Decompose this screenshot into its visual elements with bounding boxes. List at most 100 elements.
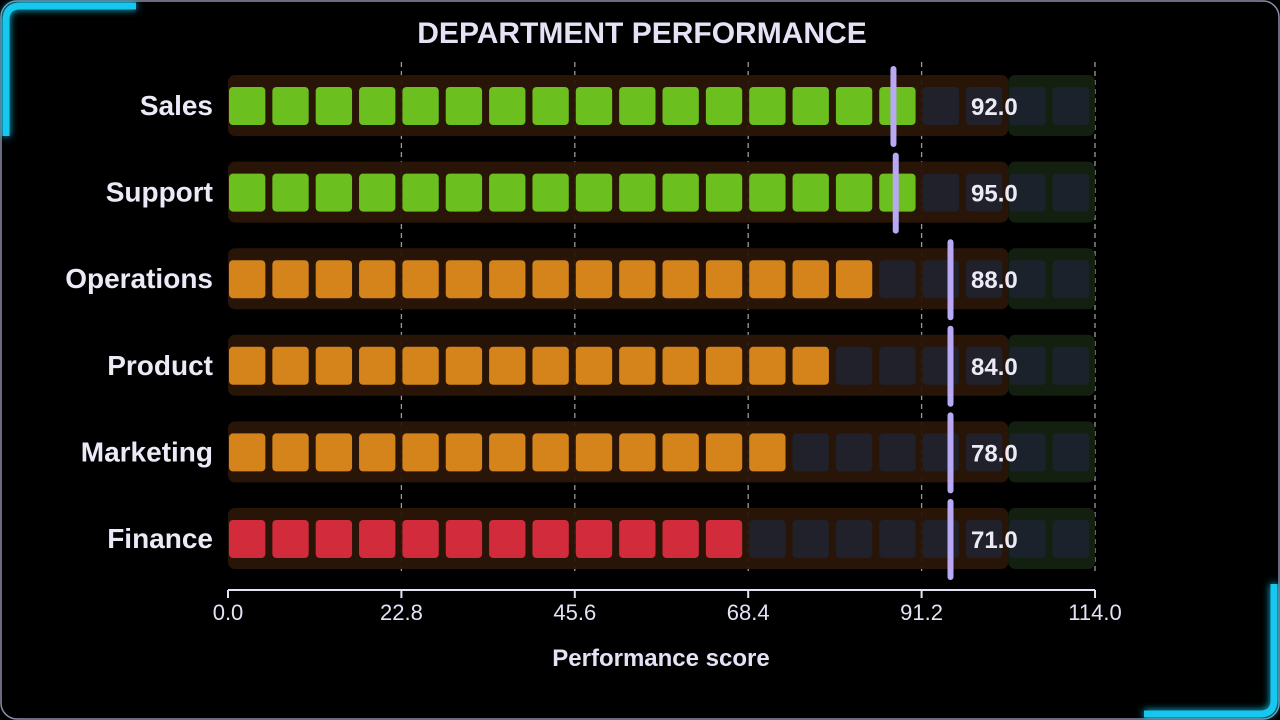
value-label: 84.0	[971, 354, 1018, 381]
bar-segment-filled	[575, 433, 613, 472]
bar-segment-filled	[792, 173, 829, 212]
bar-segment-empty	[965, 87, 1003, 125]
bar-segment-filled	[705, 433, 743, 472]
category-label: Operations	[65, 263, 213, 294]
bar-segment-empty	[922, 173, 959, 212]
bar-row: 78.0 Marketing	[81, 412, 1095, 494]
bar-segment-filled	[402, 433, 439, 472]
x-tick-label: 0.0	[213, 600, 244, 625]
corner-accent-bottom-right	[1144, 584, 1278, 718]
bar-segment-filled	[229, 260, 266, 299]
bar-segment-filled	[489, 173, 526, 212]
bar-row: 88.0 Operations	[65, 239, 1095, 321]
bar-segment-empty	[965, 433, 1003, 472]
x-axis: 0.0 22.8 45.6 68.4 91.2 114.0	[213, 589, 1122, 625]
bar-segment-filled	[489, 346, 526, 385]
bar-segment-filled	[619, 260, 656, 299]
bar-segment-filled	[792, 346, 829, 385]
bar-segment-empty	[1052, 173, 1089, 212]
bar-segment-filled	[272, 87, 309, 125]
bar-segment-filled	[532, 87, 569, 125]
bar-row: 84.0 Product	[107, 325, 1095, 407]
bar-segment-filled	[445, 433, 483, 472]
bar-segment-empty	[1052, 346, 1089, 385]
bar-segment-filled	[835, 173, 873, 212]
bar-segment-empty	[1009, 346, 1046, 385]
bar-segment-filled	[619, 346, 656, 385]
value-label: 92.0	[971, 94, 1018, 121]
bar-segment-empty	[1009, 433, 1046, 472]
bar-segment-empty	[792, 520, 829, 558]
bar-segment-filled	[489, 520, 526, 558]
bar-segment-filled	[272, 346, 309, 385]
bar-segment-filled	[445, 260, 483, 299]
x-tick-label: 45.6	[553, 600, 596, 625]
bar-segment-filled	[749, 346, 786, 385]
bar-segment-filled	[749, 433, 786, 472]
bar-segment-filled	[705, 520, 743, 558]
bar-segment-filled	[749, 173, 786, 212]
bar-segment-filled	[705, 87, 743, 125]
bar-segment-filled	[359, 260, 396, 299]
bar-segment-filled	[662, 433, 699, 472]
bar-segment-empty	[879, 260, 916, 299]
bar-row: 92.0 Sales	[140, 66, 1095, 147]
bar-segment-filled	[749, 87, 786, 125]
bar-row: 71.0 Finance	[107, 499, 1095, 580]
bar-segment-filled	[619, 433, 656, 472]
value-label: 78.0	[971, 440, 1018, 467]
bar-segment-empty	[835, 346, 873, 385]
bar-segment-filled	[272, 260, 309, 299]
bar-segment-empty	[922, 87, 959, 125]
bar-segment-empty	[879, 346, 916, 385]
bar-segment-filled	[489, 433, 526, 472]
bar-segment-filled	[445, 87, 483, 125]
value-label: 88.0	[971, 267, 1018, 294]
bar-segment-filled	[315, 433, 353, 472]
bar-segment-filled	[402, 87, 439, 125]
bar-segment-filled	[402, 520, 439, 558]
x-axis-label: Performance score	[552, 645, 769, 672]
category-label: Product	[107, 350, 213, 381]
bar-segment-filled	[272, 433, 309, 472]
bar-segment-empty	[965, 346, 1003, 385]
bar-segment-filled	[619, 173, 656, 212]
bar-segment-filled	[315, 520, 353, 558]
bar-segment-filled	[879, 87, 916, 125]
plot-area: 92.0 Sales 95.0 Support 88.0 Operations 84.0 Pr…	[65, 62, 1122, 625]
bar-segment-filled	[532, 433, 569, 472]
bar-segment-filled	[445, 346, 483, 385]
bar-segment-filled	[835, 87, 873, 125]
value-label: 71.0	[971, 527, 1018, 554]
bar-segment-filled	[575, 173, 613, 212]
bar-segment-filled	[489, 87, 526, 125]
x-tick-label: 68.4	[727, 600, 770, 625]
chart-title: DEPARTMENT PERFORMANCE	[417, 17, 866, 50]
grid-lines	[400, 62, 1096, 574]
bar-segment-filled	[705, 346, 743, 385]
bar-segment-filled	[575, 346, 613, 385]
bar-segment-empty	[792, 433, 829, 472]
bar-segment-filled	[359, 87, 396, 125]
bar-segment-filled	[402, 260, 439, 299]
x-tick-label: 91.2	[900, 600, 943, 625]
bar-segment-empty	[835, 520, 873, 558]
bar-segment-filled	[315, 260, 353, 299]
bar-segment-empty	[965, 520, 1003, 558]
bar-segment-filled	[792, 87, 829, 125]
bar-segment-filled	[662, 520, 699, 558]
bar-segment-empty	[1009, 173, 1046, 212]
bar-segment-filled	[749, 260, 786, 299]
bar-segment-filled	[575, 520, 613, 558]
category-label: Sales	[140, 90, 213, 121]
bar-segment-filled	[445, 173, 483, 212]
bar-segment-filled	[315, 346, 353, 385]
bar-segment-filled	[229, 87, 266, 125]
value-label: 95.0	[971, 181, 1018, 208]
bar-segment-filled	[662, 87, 699, 125]
bar-segment-filled	[705, 173, 743, 212]
bar-segment-empty	[1052, 433, 1089, 472]
bar-segment-filled	[359, 346, 396, 385]
